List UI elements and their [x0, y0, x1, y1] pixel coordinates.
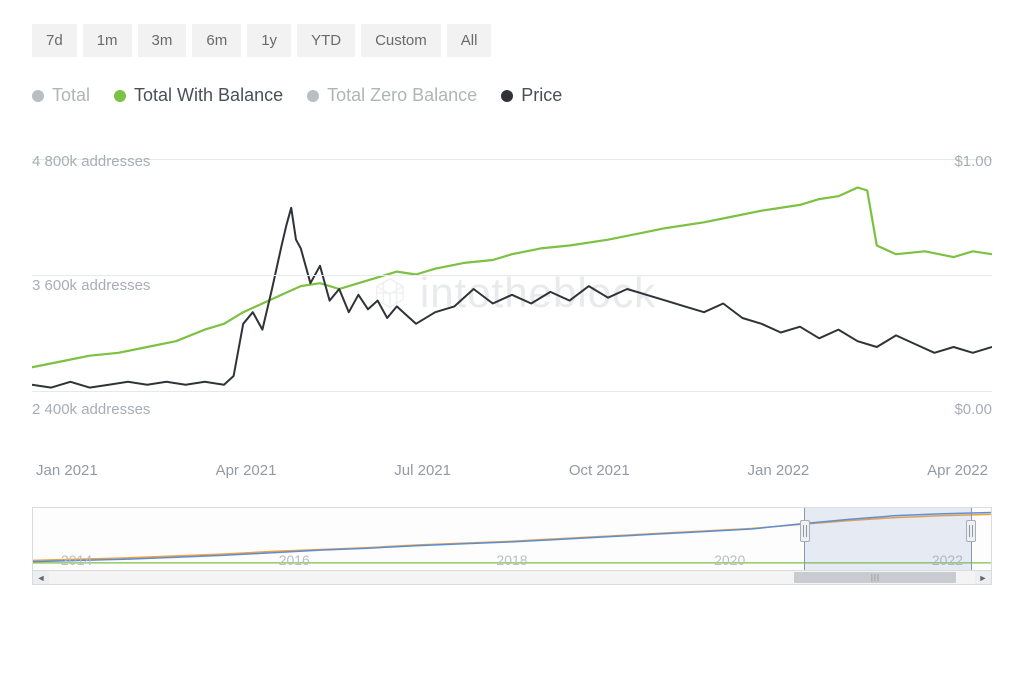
time-navigator[interactable]: 20142016201820202022 ◄ ||| ► — [32, 507, 992, 585]
legend-dot-icon — [114, 90, 126, 102]
x-tick-label: Jan 2021 — [36, 462, 98, 479]
legend-label: Price — [521, 85, 562, 106]
legend-label: Total Zero Balance — [327, 85, 477, 106]
legend-item-price[interactable]: Price — [501, 85, 562, 106]
x-tick-label: Jan 2022 — [748, 462, 810, 479]
x-tick-label: Apr 2021 — [216, 462, 277, 479]
legend-item-total[interactable]: Total — [32, 85, 90, 106]
range-btn-ytd[interactable]: YTD — [297, 24, 355, 57]
scrollbar-left-arrow[interactable]: ◄ — [33, 571, 49, 584]
y-right-tick-label: $1.00 — [954, 153, 992, 170]
legend-item-total-zero-balance[interactable]: Total Zero Balance — [307, 85, 477, 106]
chart-legend: Total Total With Balance Total Zero Balanc… — [32, 85, 992, 106]
navigator-window[interactable] — [804, 508, 972, 570]
navigator-handle-left[interactable] — [800, 520, 810, 542]
range-btn-1y[interactable]: 1y — [247, 24, 291, 57]
x-tick-label: Jul 2021 — [394, 462, 451, 479]
legend-label: Total With Balance — [134, 85, 283, 106]
navigator-scrollbar: ◄ ||| ► — [33, 570, 991, 584]
scrollbar-right-arrow[interactable]: ► — [975, 571, 991, 584]
x-tick-label: Apr 2022 — [927, 462, 988, 479]
legend-dot-icon — [501, 90, 513, 102]
legend-dot-icon — [307, 90, 319, 102]
range-btn-custom[interactable]: Custom — [361, 24, 441, 57]
legend-dot-icon — [32, 90, 44, 102]
range-btn-all[interactable]: All — [447, 24, 492, 57]
scrollbar-track[interactable]: ||| — [49, 571, 975, 584]
x-tick-label: Oct 2021 — [569, 462, 630, 479]
navigator-x-tick: 2016 — [279, 552, 310, 568]
gridline — [32, 275, 992, 276]
range-btn-6m[interactable]: 6m — [192, 24, 241, 57]
range-btn-7d[interactable]: 7d — [32, 24, 77, 57]
legend-item-total-with-balance[interactable]: Total With Balance — [114, 85, 283, 106]
legend-label: Total — [52, 85, 90, 106]
y-left-tick-label: 4 800k addresses — [32, 153, 150, 170]
y-right-tick-label: $0.00 — [954, 401, 992, 418]
range-btn-1m[interactable]: 1m — [83, 24, 132, 57]
y-left-tick-label: 3 600k addresses — [32, 277, 150, 294]
gridline — [32, 159, 992, 160]
x-axis-labels: Jan 2021 Apr 2021 Jul 2021 Oct 2021 Jan 2022… — [32, 462, 992, 479]
main-chart: intotheblock 4 800k addresses3 600k addr… — [32, 144, 992, 454]
time-range-buttons: 7d1m3m6m1yYTDCustomAll — [32, 24, 992, 57]
series-price — [32, 208, 992, 388]
navigator-x-tick: 2020 — [714, 552, 745, 568]
scrollbar-thumb[interactable]: ||| — [794, 572, 956, 583]
gridline — [32, 391, 992, 392]
navigator-handle-right[interactable] — [966, 520, 976, 542]
range-btn-3m[interactable]: 3m — [138, 24, 187, 57]
y-left-tick-label: 2 400k addresses — [32, 401, 150, 418]
series-balance — [32, 188, 992, 368]
navigator-x-tick: 2018 — [496, 552, 527, 568]
navigator-x-tick: 2014 — [61, 552, 92, 568]
